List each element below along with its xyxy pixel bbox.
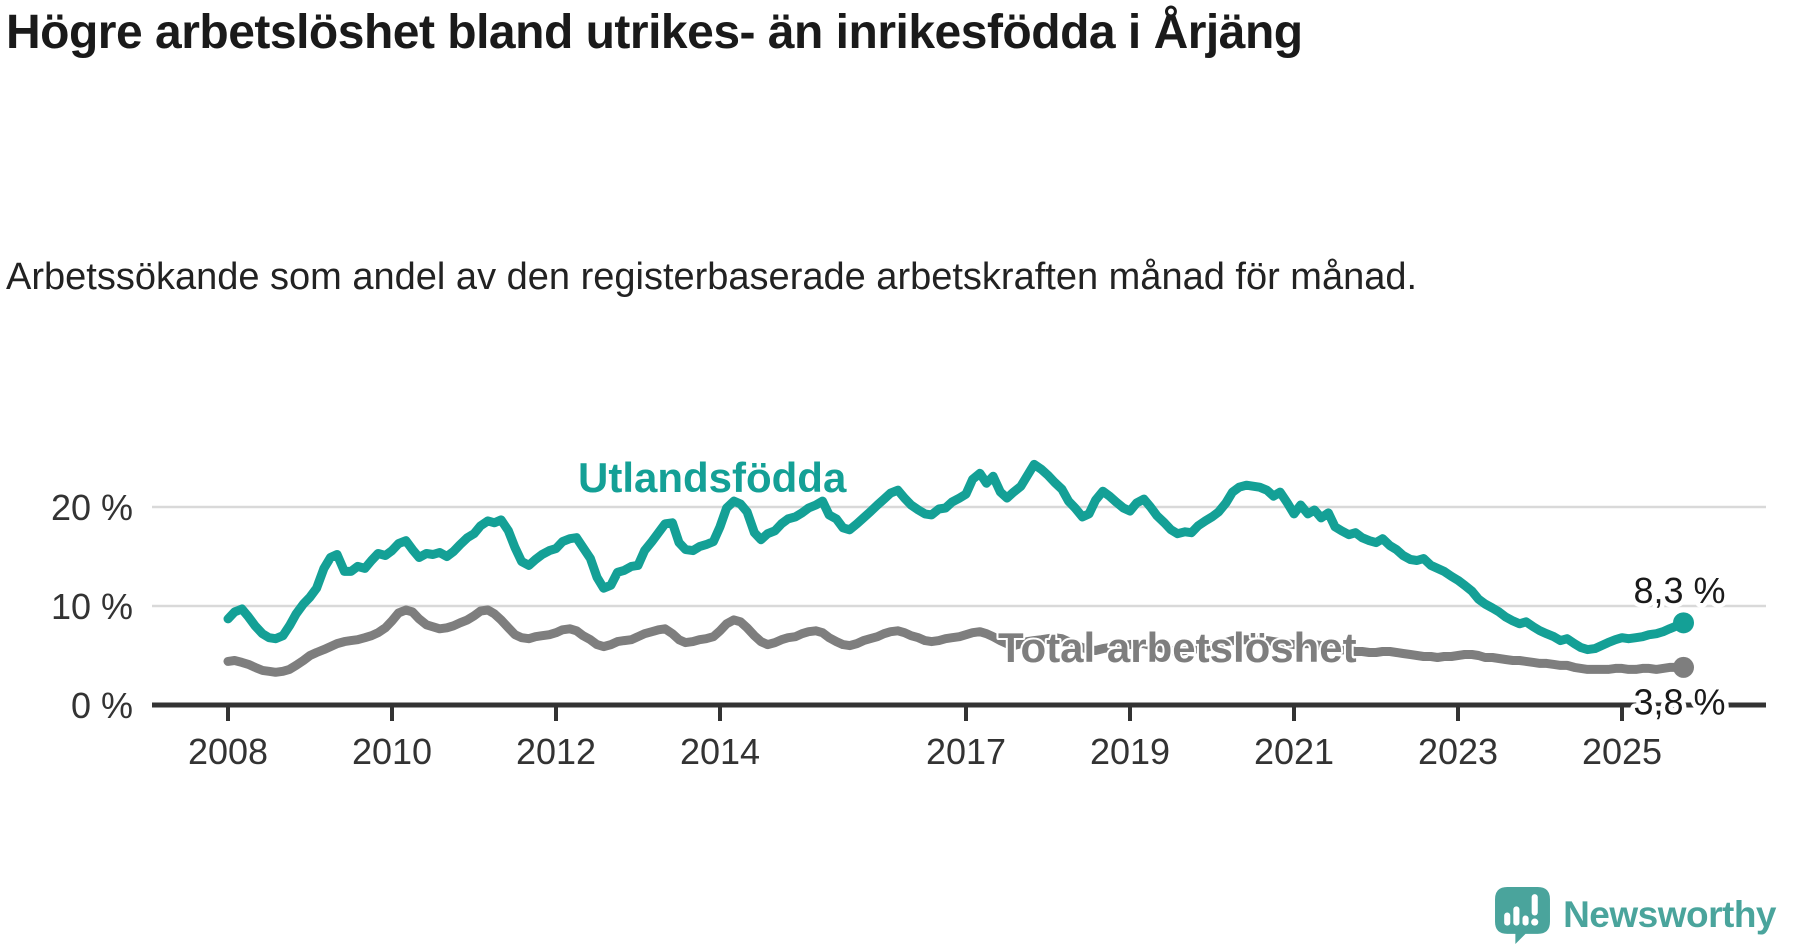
x-tick-label: 2025 [1582,731,1662,772]
end-value-label-1: 3,8 % [1633,681,1725,722]
series-line-0 [223,459,1688,655]
x-tick-label: 2017 [926,731,1006,772]
series-line-1 [223,605,1688,677]
y-tick-label: 10 % [51,586,133,627]
x-tick-label: 2012 [516,731,596,772]
x-tick-label: 2023 [1418,731,1498,772]
y-tick-label: 0 % [71,685,133,726]
x-tick-label: 2008 [188,731,268,772]
series-end-dot-1 [1673,656,1694,678]
logo-bar-1 [1504,911,1511,926]
chart-subtitle: Arbetssökande som andel av den registerb… [6,256,1418,298]
x-tick-label: 2021 [1254,731,1334,772]
series-end-dot-0 [1673,612,1694,634]
newsworthy-wordmark: Newsworthy [1563,894,1776,935]
end-value-label-0: 8,3 % [1633,570,1725,611]
series-label-0: Utlandsfödda [578,454,847,501]
page-title: Högre arbetslöshet bland utrikes- än inr… [6,6,1303,59]
x-tick-label: 2019 [1090,731,1170,772]
logo-bar-2 [1513,905,1520,926]
logo-exclamation-bar [1531,893,1538,915]
logo-bar-3 [1522,915,1529,926]
x-tick-label: 2014 [680,731,760,772]
newsworthy-logo: Newsworthy [1495,886,1776,944]
logo-exclamation-dot [1531,918,1539,926]
series-label-1: Total arbetslöshet [998,624,1357,671]
y-tick-label: 20 % [51,487,133,528]
newsworthy-speech-bubble-chart-icon [1495,886,1551,944]
x-tick-label: 2010 [352,731,432,772]
